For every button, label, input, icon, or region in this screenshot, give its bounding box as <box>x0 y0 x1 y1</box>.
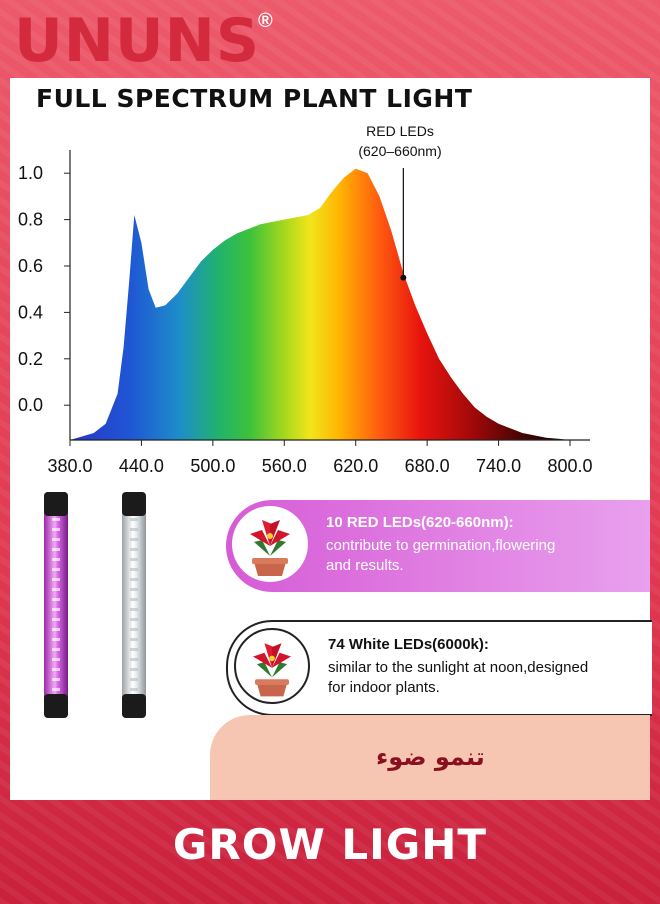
led-dots <box>130 518 138 692</box>
red-led-card: 10 RED LEDs(620-660nm): contribute to ge… <box>226 500 650 592</box>
y-tick-label: 1.0 <box>18 163 43 183</box>
tube-top-cap <box>44 492 68 516</box>
white-led-card-line-1: similar to the sunlight at noon,designed <box>328 659 589 676</box>
annotation-label-line-2: (620–660nm) <box>358 143 441 159</box>
arabic-label-background <box>210 715 650 800</box>
red-led-card-line-2: and results. <box>326 557 404 574</box>
x-tick-label: 380.0 <box>47 456 92 476</box>
x-tick-label: 500.0 <box>190 456 235 476</box>
x-tick-label: 440.0 <box>119 456 164 476</box>
x-tick-label: 560.0 <box>262 456 307 476</box>
footer-title: GROW LIGHT <box>172 820 488 869</box>
red-led-card-line-1: contribute to germination,flowering <box>326 537 556 554</box>
annotation-dot <box>400 274 407 281</box>
y-tick-label: 0.6 <box>18 256 43 276</box>
poinsettia-plant-icon <box>234 628 310 704</box>
registered-mark: ® <box>258 10 273 32</box>
spectrum-area <box>70 168 570 440</box>
y-tick-label: 0.4 <box>18 302 43 322</box>
brand-logo: UNUNS <box>14 6 261 76</box>
x-tick-label: 620.0 <box>333 456 378 476</box>
spectrum-chart: 0.0 0.2 0.4 0.6 0.8 1.0 380.0 440.0 500.0 560.0 62… <box>18 123 593 476</box>
chart-title: FULL SPECTRUM PLANT LIGHT <box>36 84 473 113</box>
y-tick-label: 0.2 <box>18 349 43 369</box>
white-led-tube <box>122 492 146 718</box>
tube-bottom-cap <box>122 694 146 718</box>
white-led-card-line-2: for indoor plants. <box>328 679 440 696</box>
red-led-card-body: contribute to germination,flowering and … <box>326 536 646 576</box>
red-led-card-title: 10 RED LEDs(620-660nm): <box>326 514 514 531</box>
white-led-card: 74 White LEDs(6000k): similar to the sun… <box>226 620 652 716</box>
x-tick-label: 680.0 <box>405 456 450 476</box>
led-dots <box>52 518 60 692</box>
poinsettia-plant-icon <box>232 506 308 582</box>
tube-bottom-cap <box>44 694 68 718</box>
y-tick-label: 0.8 <box>18 210 43 230</box>
white-led-card-title: 74 White LEDs(6000k): <box>328 636 489 653</box>
x-tick-label: 800.0 <box>547 456 592 476</box>
arabic-product-label: تنمو ضوء <box>376 743 485 771</box>
tube-top-cap <box>122 492 146 516</box>
annotation-label-line-1: RED LEDs <box>366 123 434 139</box>
purple-led-tube <box>44 492 68 718</box>
y-tick-label: 0.0 <box>18 395 43 415</box>
x-tick-label: 740.0 <box>476 456 521 476</box>
white-led-card-body: similar to the sunlight at noon,designed… <box>328 658 648 698</box>
